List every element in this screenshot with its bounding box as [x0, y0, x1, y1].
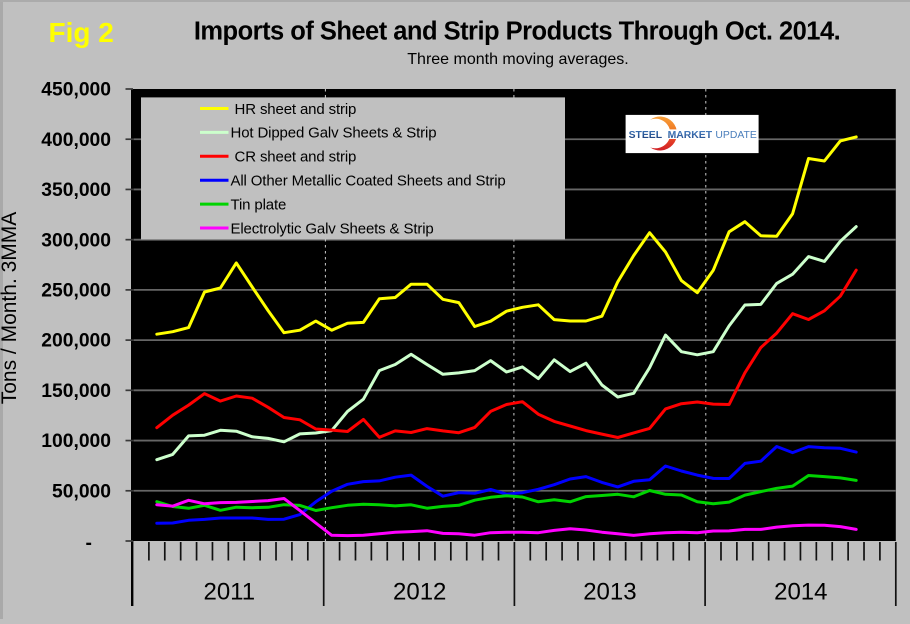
svg-text:50,000: 50,000 [52, 481, 111, 502]
svg-text:150,000: 150,000 [41, 381, 111, 402]
svg-text:300,000: 300,000 [41, 230, 111, 251]
svg-text:350,000: 350,000 [41, 180, 111, 201]
svg-text:Tin plate: Tin plate [231, 196, 287, 213]
svg-text:450,000: 450,000 [41, 80, 111, 101]
svg-text:Fig 2: Fig 2 [49, 17, 114, 48]
svg-text:2012: 2012 [393, 579, 446, 606]
svg-text:250,000: 250,000 [41, 281, 111, 302]
svg-text:All Other Metallic Coated Shee: All Other Metallic Coated Sheets and Str… [231, 173, 506, 190]
svg-text:2011: 2011 [203, 579, 255, 606]
svg-text:Electrolytic Galv Sheets & Str: Electrolytic Galv Sheets & Strip [231, 220, 434, 237]
svg-text:100,000: 100,000 [41, 431, 111, 452]
svg-text:MARKET: MARKET [668, 130, 713, 141]
svg-text:-: - [86, 533, 92, 554]
svg-text:Hot Dipped Galv Sheets & Strip: Hot Dipped Galv Sheets & Strip [231, 125, 437, 142]
svg-text:2014: 2014 [774, 579, 827, 606]
svg-text:Tons / Month. 3MMA: Tons / Month. 3MMA [0, 212, 21, 405]
svg-text:STEEL: STEEL [629, 130, 663, 141]
svg-text:CR sheet and strip: CR sheet and strip [231, 149, 357, 166]
svg-text:Three month moving averages.: Three month moving averages. [407, 51, 628, 68]
svg-text:HR sheet and strip: HR sheet and strip [231, 101, 357, 118]
svg-text:Imports of Sheet and Strip Pro: Imports of Sheet and Strip Products Thro… [194, 18, 840, 46]
svg-text:200,000: 200,000 [41, 331, 111, 352]
svg-text:2013: 2013 [583, 579, 636, 606]
svg-text:400,000: 400,000 [41, 130, 111, 151]
svg-text:UPDATE: UPDATE [715, 130, 756, 141]
